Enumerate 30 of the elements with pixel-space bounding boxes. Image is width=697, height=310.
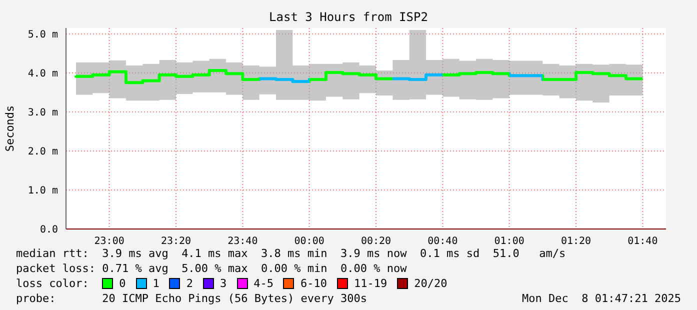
legend-title: loss color: — [16, 276, 89, 291]
x-tick-label: 23:00 — [94, 236, 124, 248]
x-tick-label: 00:40 — [428, 236, 458, 248]
x-tick-label: 01:00 — [494, 236, 524, 248]
chart-title: Last 3 Hours from ISP2 — [268, 10, 429, 24]
legend-label: 2 — [186, 276, 193, 291]
x-tick-label: 23:20 — [160, 236, 192, 248]
y-tick-label: 1.0 m — [28, 186, 58, 197]
legend-label: 0 — [119, 276, 126, 291]
legend-label: 11-19 — [354, 276, 388, 291]
y-tick-label: 5.0 m — [28, 29, 58, 40]
text: packet loss: 0.71 % avg 5.00 % max 0.00 % min 0.00 % now — [16, 261, 408, 276]
x-tick-label: 01:40 — [628, 236, 658, 248]
legend-label: 3 — [220, 276, 227, 291]
x-tick-label: 00:00 — [294, 236, 324, 248]
x-tick-label: 01:20 — [560, 236, 592, 248]
text: probe: 20 ICMP Echo Pings (56 Bytes) every 300s — [16, 291, 367, 306]
text: median rtt: 3.9 ms avg 4.1 ms max 3.8 ms min 3.9 ms now 0.1 ms sd 51.0 am/s — [16, 246, 567, 261]
legend-label: 4-5 — [254, 276, 274, 291]
text: Mon Dec 8 01:47:21 2025 — [522, 291, 681, 306]
legend-label: 20/20 — [414, 276, 448, 291]
legend-label: 1 — [152, 276, 160, 291]
y-tick-label: 0.0 — [40, 224, 58, 236]
legend-label: 6-10 — [300, 276, 327, 291]
x-tick-label: 00:20 — [360, 236, 392, 248]
y-tick-label: 4.0 m — [28, 68, 58, 80]
y-tick-label: 3.0 m — [28, 107, 58, 118]
x-tick-label: 23:40 — [228, 236, 258, 248]
y-tick-label: 2.0 m — [28, 146, 58, 158]
y-axis-title: Seconds — [4, 105, 17, 152]
